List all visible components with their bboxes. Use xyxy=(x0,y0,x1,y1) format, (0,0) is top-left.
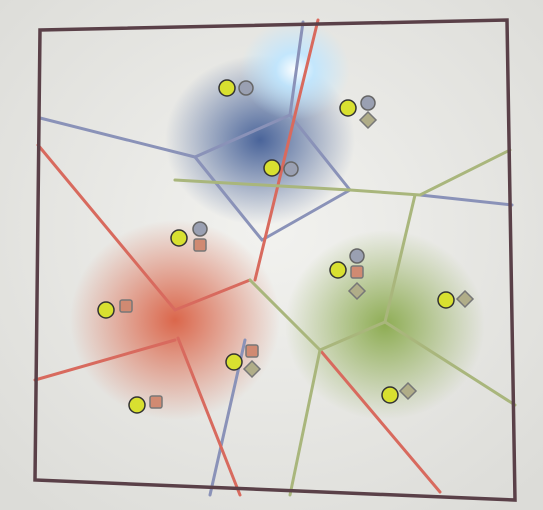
line xyxy=(173,148,512,197)
line xyxy=(288,20,352,192)
robot xyxy=(263,159,281,177)
robot xyxy=(128,396,146,414)
line xyxy=(383,193,417,324)
line xyxy=(248,278,517,407)
robots xyxy=(97,79,455,414)
diamond-marker xyxy=(455,289,475,309)
circle-marker xyxy=(283,161,299,177)
line xyxy=(288,348,322,497)
red-glow xyxy=(70,220,280,420)
line xyxy=(418,193,514,207)
square-marker xyxy=(350,265,364,279)
green-lines xyxy=(173,148,517,497)
robot xyxy=(329,261,347,279)
robot xyxy=(170,229,188,247)
line xyxy=(193,155,352,242)
line xyxy=(176,336,242,497)
arena-border xyxy=(33,18,517,502)
robot xyxy=(339,99,357,117)
square-marker xyxy=(245,344,259,358)
diamond-marker xyxy=(242,359,262,379)
line xyxy=(33,338,177,382)
diamond-marker xyxy=(398,381,418,401)
line xyxy=(253,18,320,282)
square-marker xyxy=(149,395,163,409)
diamond-marker xyxy=(347,281,367,301)
circle-marker xyxy=(349,248,365,264)
line xyxy=(318,348,442,494)
robot xyxy=(225,353,243,371)
markers xyxy=(119,80,475,409)
square-marker xyxy=(119,299,133,313)
circle-marker xyxy=(238,80,254,96)
robot xyxy=(437,291,455,309)
red-lines xyxy=(33,18,442,497)
robot xyxy=(97,301,115,319)
circle-marker xyxy=(360,95,376,111)
diamond-marker xyxy=(358,110,378,130)
robot xyxy=(381,386,399,404)
circle-marker xyxy=(192,221,208,237)
partition-lines xyxy=(33,18,517,497)
square-marker xyxy=(193,238,207,252)
line xyxy=(36,143,252,312)
robot xyxy=(218,79,236,97)
